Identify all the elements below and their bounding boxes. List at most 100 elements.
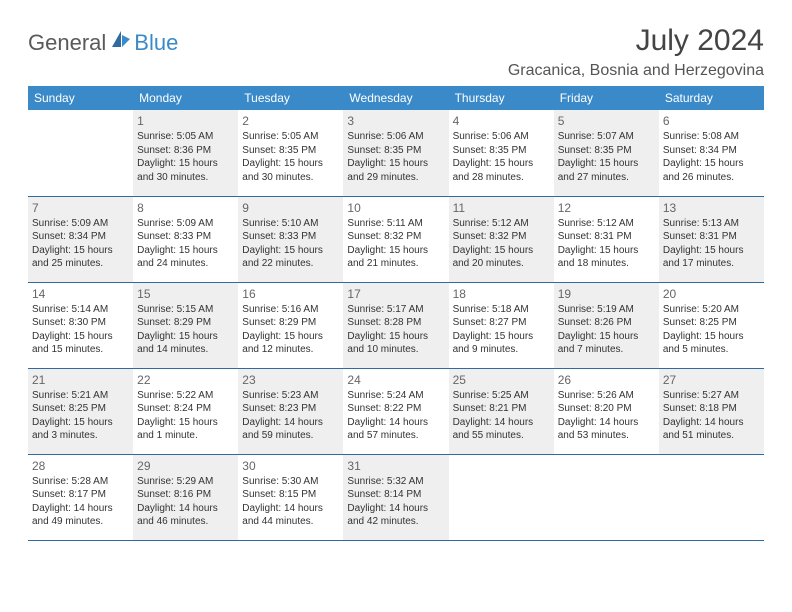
weekday-header: Friday: [554, 86, 659, 110]
sunset-value: Sunset: 8:14 PM: [347, 488, 444, 502]
day-number: 5: [558, 113, 655, 129]
sunset-value: Sunset: 8:33 PM: [242, 230, 339, 244]
day-number: 7: [32, 200, 129, 216]
day-number: 8: [137, 200, 234, 216]
calendar-cell: 26Sunrise: 5:26 AMSunset: 8:20 PMDayligh…: [554, 368, 659, 454]
sunrise-value: Sunrise: 5:16 AM: [242, 303, 339, 317]
day-number: 21: [32, 372, 129, 388]
calendar-cell: 18Sunrise: 5:18 AMSunset: 8:27 PMDayligh…: [449, 282, 554, 368]
logo-general: General: [28, 30, 106, 56]
calendar-cell: 14Sunrise: 5:14 AMSunset: 8:30 PMDayligh…: [28, 282, 133, 368]
sunset-value: Sunset: 8:21 PM: [453, 402, 550, 416]
daylight-value: Daylight: 14 hours and 55 minutes.: [453, 416, 550, 443]
sunset-value: Sunset: 8:34 PM: [32, 230, 129, 244]
sunrise-value: Sunrise: 5:10 AM: [242, 217, 339, 231]
sunrise-value: Sunrise: 5:29 AM: [137, 475, 234, 489]
daylight-value: Daylight: 15 hours and 3 minutes.: [32, 416, 129, 443]
daylight-value: Daylight: 15 hours and 21 minutes.: [347, 244, 444, 271]
sunrise-value: Sunrise: 5:23 AM: [242, 389, 339, 403]
sunrise-value: Sunrise: 5:07 AM: [558, 130, 655, 144]
day-number: 15: [137, 286, 234, 302]
day-number: 28: [32, 458, 129, 474]
sunset-value: Sunset: 8:28 PM: [347, 316, 444, 330]
title-block: July 2024 Gracanica, Bosnia and Herzegov…: [508, 24, 764, 80]
sail-icon: [110, 29, 132, 54]
daylight-value: Daylight: 15 hours and 25 minutes.: [32, 244, 129, 271]
sunrise-value: Sunrise: 5:15 AM: [137, 303, 234, 317]
daylight-value: Daylight: 15 hours and 15 minutes.: [32, 330, 129, 357]
sunset-value: Sunset: 8:30 PM: [32, 316, 129, 330]
calendar-cell: 31Sunrise: 5:32 AMSunset: 8:14 PMDayligh…: [343, 454, 448, 540]
sunset-value: Sunset: 8:35 PM: [558, 144, 655, 158]
day-number: 29: [137, 458, 234, 474]
weekday-header: Wednesday: [343, 86, 448, 110]
calendar-cell: 24Sunrise: 5:24 AMSunset: 8:22 PMDayligh…: [343, 368, 448, 454]
sunrise-value: Sunrise: 5:22 AM: [137, 389, 234, 403]
day-number: 12: [558, 200, 655, 216]
sunset-value: Sunset: 8:31 PM: [663, 230, 760, 244]
calendar-cell: 3Sunrise: 5:06 AMSunset: 8:35 PMDaylight…: [343, 110, 448, 196]
calendar-cell: 21Sunrise: 5:21 AMSunset: 8:25 PMDayligh…: [28, 368, 133, 454]
calendar-cell: 10Sunrise: 5:11 AMSunset: 8:32 PMDayligh…: [343, 196, 448, 282]
daylight-value: Daylight: 14 hours and 53 minutes.: [558, 416, 655, 443]
daylight-value: Daylight: 15 hours and 30 minutes.: [242, 157, 339, 184]
day-number: 23: [242, 372, 339, 388]
sunset-value: Sunset: 8:36 PM: [137, 144, 234, 158]
calendar-cell: 30Sunrise: 5:30 AMSunset: 8:15 PMDayligh…: [238, 454, 343, 540]
calendar-body: 1Sunrise: 5:05 AMSunset: 8:36 PMDaylight…: [28, 110, 764, 540]
day-number: 27: [663, 372, 760, 388]
calendar-week: 1Sunrise: 5:05 AMSunset: 8:36 PMDaylight…: [28, 110, 764, 196]
sunset-value: Sunset: 8:29 PM: [242, 316, 339, 330]
daylight-value: Daylight: 15 hours and 24 minutes.: [137, 244, 234, 271]
sunrise-value: Sunrise: 5:14 AM: [32, 303, 129, 317]
sunset-value: Sunset: 8:31 PM: [558, 230, 655, 244]
daylight-value: Daylight: 15 hours and 12 minutes.: [242, 330, 339, 357]
logo: General Blue: [28, 30, 178, 56]
day-number: 17: [347, 286, 444, 302]
day-number: 3: [347, 113, 444, 129]
sunrise-value: Sunrise: 5:05 AM: [242, 130, 339, 144]
sunrise-value: Sunrise: 5:08 AM: [663, 130, 760, 144]
daylight-value: Daylight: 15 hours and 5 minutes.: [663, 330, 760, 357]
daylight-value: Daylight: 14 hours and 44 minutes.: [242, 502, 339, 529]
sunrise-value: Sunrise: 5:06 AM: [453, 130, 550, 144]
calendar-cell: 4Sunrise: 5:06 AMSunset: 8:35 PMDaylight…: [449, 110, 554, 196]
weekday-header: Saturday: [659, 86, 764, 110]
calendar-cell: 12Sunrise: 5:12 AMSunset: 8:31 PMDayligh…: [554, 196, 659, 282]
calendar-cell: 15Sunrise: 5:15 AMSunset: 8:29 PMDayligh…: [133, 282, 238, 368]
daylight-value: Daylight: 15 hours and 7 minutes.: [558, 330, 655, 357]
sunset-value: Sunset: 8:17 PM: [32, 488, 129, 502]
calendar-cell: 6Sunrise: 5:08 AMSunset: 8:34 PMDaylight…: [659, 110, 764, 196]
sunset-value: Sunset: 8:35 PM: [347, 144, 444, 158]
weekday-header: Thursday: [449, 86, 554, 110]
sunrise-value: Sunrise: 5:25 AM: [453, 389, 550, 403]
weekday-header-row: SundayMondayTuesdayWednesdayThursdayFrid…: [28, 86, 764, 110]
daylight-value: Daylight: 14 hours and 57 minutes.: [347, 416, 444, 443]
sunrise-value: Sunrise: 5:28 AM: [32, 475, 129, 489]
sunrise-value: Sunrise: 5:11 AM: [347, 217, 444, 231]
day-number: 2: [242, 113, 339, 129]
sunset-value: Sunset: 8:35 PM: [453, 144, 550, 158]
sunrise-value: Sunrise: 5:09 AM: [137, 217, 234, 231]
daylight-value: Daylight: 15 hours and 9 minutes.: [453, 330, 550, 357]
day-number: 11: [453, 200, 550, 216]
day-number: 25: [453, 372, 550, 388]
calendar-cell: 25Sunrise: 5:25 AMSunset: 8:21 PMDayligh…: [449, 368, 554, 454]
day-number: 10: [347, 200, 444, 216]
sunrise-value: Sunrise: 5:26 AM: [558, 389, 655, 403]
calendar-cell: 28Sunrise: 5:28 AMSunset: 8:17 PMDayligh…: [28, 454, 133, 540]
sunrise-value: Sunrise: 5:17 AM: [347, 303, 444, 317]
header: General Blue July 2024 Gracanica, Bosnia…: [28, 24, 764, 80]
sunrise-value: Sunrise: 5:13 AM: [663, 217, 760, 231]
sunset-value: Sunset: 8:16 PM: [137, 488, 234, 502]
sunset-value: Sunset: 8:34 PM: [663, 144, 760, 158]
daylight-value: Daylight: 15 hours and 22 minutes.: [242, 244, 339, 271]
sunset-value: Sunset: 8:18 PM: [663, 402, 760, 416]
calendar-cell: [554, 454, 659, 540]
calendar-cell: [28, 110, 133, 196]
daylight-value: Daylight: 14 hours and 46 minutes.: [137, 502, 234, 529]
calendar-cell: 2Sunrise: 5:05 AMSunset: 8:35 PMDaylight…: [238, 110, 343, 196]
location-label: Gracanica, Bosnia and Herzegovina: [508, 62, 764, 80]
day-number: 18: [453, 286, 550, 302]
sunrise-value: Sunrise: 5:30 AM: [242, 475, 339, 489]
